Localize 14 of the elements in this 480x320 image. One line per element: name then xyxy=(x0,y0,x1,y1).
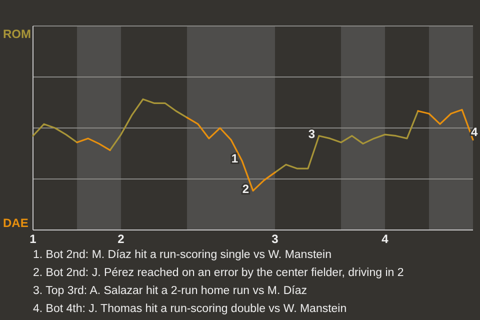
text: 1. Bot 2nd: M. Díaz hit a run-scoring single vs W. Manstein xyxy=(33,249,332,261)
annotation: 3 xyxy=(308,126,316,141)
x-tick-label: 3 xyxy=(272,232,279,246)
text: 2. Bot 2nd: J. Pérez reached on an error by the center fielder, driving in 2 xyxy=(33,267,404,279)
annotation: 4 xyxy=(471,124,478,139)
x-tick-label: 4 xyxy=(382,232,389,246)
x-tick-label: 2 xyxy=(118,232,125,246)
text: DAE xyxy=(3,216,28,230)
annotation: 2 xyxy=(242,182,250,196)
text: ROM xyxy=(3,27,31,41)
x-tick-label: 1 xyxy=(30,232,37,246)
text: 3. Top 3rd: A. Salazar hit a 2-run home run vs M. Díaz xyxy=(33,285,308,297)
annotation: 1 xyxy=(231,152,238,166)
text: 4. Bot 4th: J. Thomas hit a run-scoring double vs W. Manstein xyxy=(33,303,347,315)
